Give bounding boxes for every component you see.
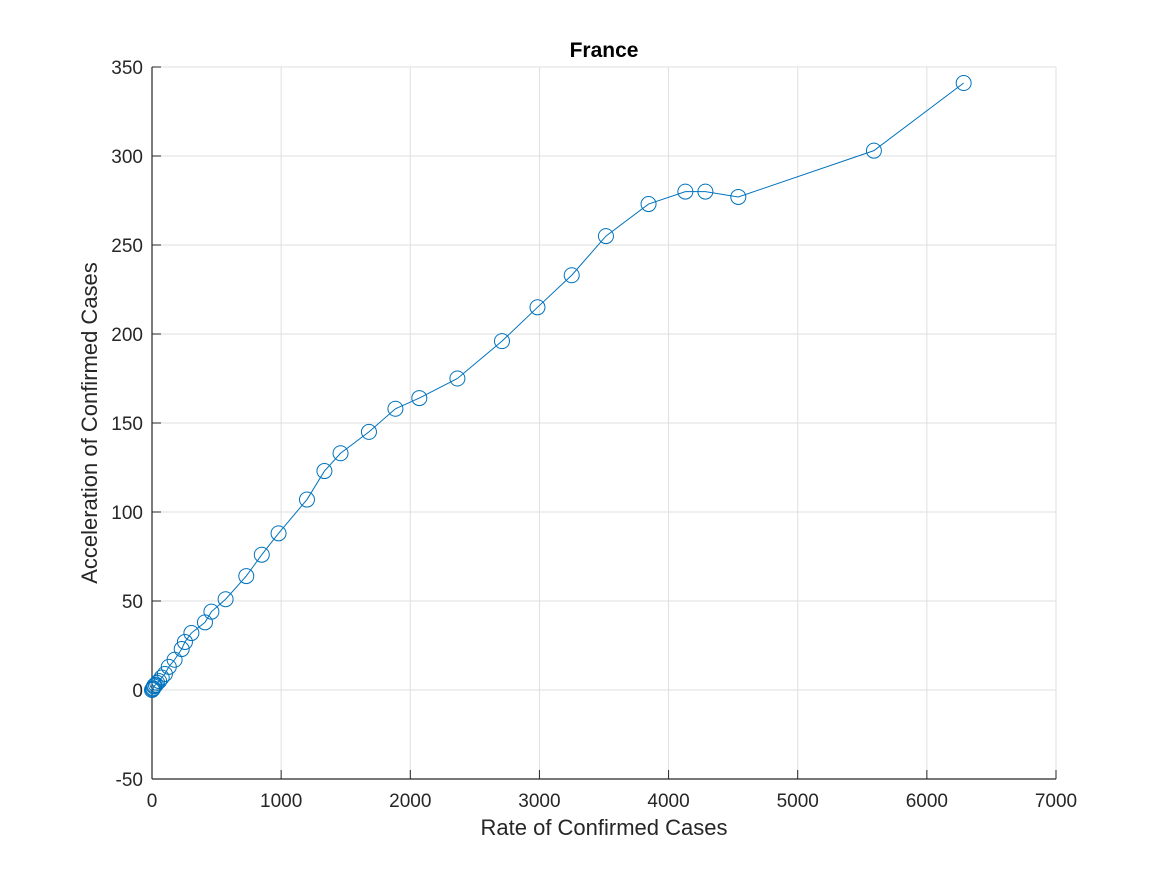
data-point [183,625,200,642]
y-tick-label: 250 [111,236,143,257]
data-point [449,370,466,387]
data-point [730,188,747,205]
y-tick-label: 0 [132,681,143,702]
x-axis-ticks: 0 1000 2000 3000 4000 5000 6000 7000 [147,770,1077,812]
x-tick-label: 5000 [777,791,819,812]
y-tick-label: 50 [122,592,143,613]
data-point [144,681,161,698]
data-point [411,390,428,407]
data-point [955,75,972,92]
y-tick-label: 150 [111,414,143,435]
x-tick-label: 2000 [389,791,431,812]
y-axis-ticks: -50 0 50 100 150 200 250 300 350 [111,58,161,791]
data-point [253,546,270,563]
x-tick-label: 1000 [260,791,302,812]
y-tick-label: 350 [111,58,143,79]
x-tick-label: 7000 [1035,791,1077,812]
data-point [529,299,546,316]
y-tick-label: 200 [111,325,143,346]
data-point [493,333,510,350]
data-point [360,423,377,440]
data-point [238,568,255,585]
data-point [176,633,193,650]
data-point [217,591,234,608]
data-point [597,228,614,245]
y-tick-label: 300 [111,147,143,168]
data-point [332,445,349,462]
data-series [144,75,972,698]
data-point [697,183,714,200]
x-tick-label: 3000 [518,791,560,812]
x-tick-label: 6000 [906,791,948,812]
x-tick-label: 0 [147,791,158,812]
data-point [173,641,190,658]
y-tick-label: -50 [116,770,143,791]
y-tick-label: 100 [111,503,143,524]
data-point [640,196,657,213]
data-point [387,400,404,417]
data-point [316,463,333,480]
data-point [270,525,287,542]
data-point [298,491,315,508]
data-point [677,183,694,200]
x-tick-label: 4000 [647,791,689,812]
x-axis-label: Rate of Confirmed Cases [481,815,728,840]
data-point [865,142,882,159]
data-point [563,267,580,284]
chart-title: France [570,39,639,62]
data-point [203,603,220,620]
y-axis-label: Acceleration of Confirmed Cases [77,262,102,584]
